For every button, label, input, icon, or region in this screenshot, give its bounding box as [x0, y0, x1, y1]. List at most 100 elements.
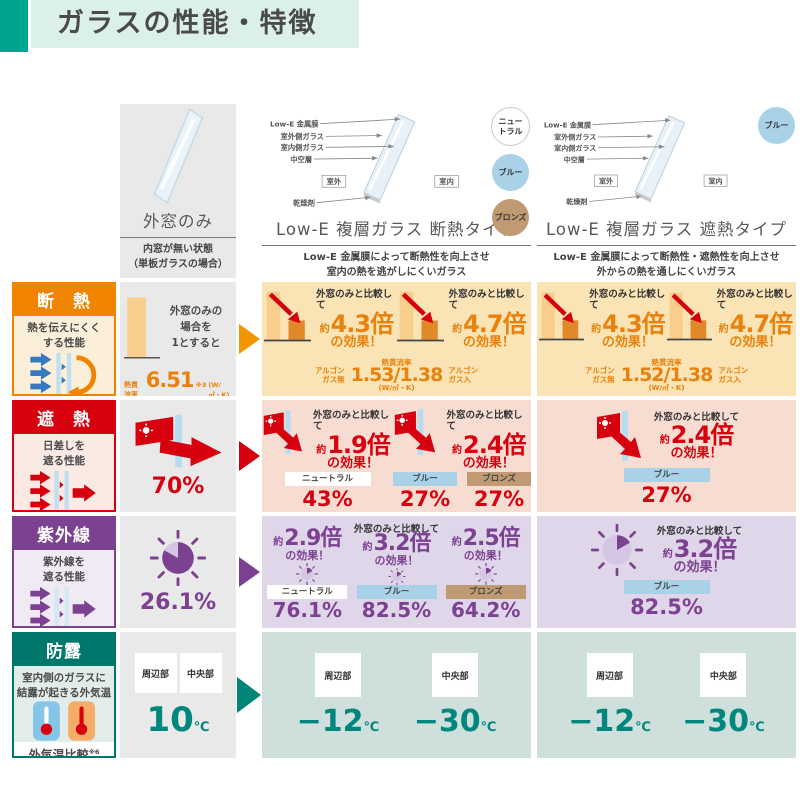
arrow-right-icon	[238, 441, 260, 471]
glazing-diagram: Low-E 金属膜 室外側ガラス 室内側ガラス 中空層 乾燥剤 室外 室内	[262, 104, 531, 216]
u-value: 熱貫流率 6.51 ※3 (W/㎡・K)	[124, 368, 230, 396]
cell-insulation-lowe-shanetsu: 外窓のみと比較して 約 4.3倍 の効果！ 外窓のみと比較して 約 4.7倍 の効果…	[537, 282, 796, 396]
glass-color-badge: ニュートラル	[284, 471, 371, 486]
bar-drop-chart-icon	[539, 292, 585, 341]
svg-text:乾燥剤: 乾燥剤	[566, 197, 587, 206]
row-arrow	[236, 282, 262, 396]
cell-dew-lowe-shanetsu: 周辺部 −12 ℃ 中央部 −30 ℃	[537, 632, 796, 758]
cell-uv-outer: 26.1%	[120, 516, 236, 628]
cell-uv-lowe-shanetsu: 外窓のみと比較して 約 3.2倍 の効果！ ブルー 82.5%	[537, 516, 796, 628]
uv-arrows-icon	[14, 584, 114, 626]
svg-text:中空層: 中空層	[564, 155, 585, 164]
pct-value: 27%	[641, 483, 692, 508]
sun-deflect-icon	[394, 409, 436, 456]
column-name: Low-E 複層ガラス 遮熱タイプ	[545, 220, 788, 239]
cell-heatshield-lowe-shanetsu: 外窓のみと比較して 約 2.4倍 の効果！ ブルー 27%	[537, 400, 796, 512]
bar-drop-chart-icon	[666, 292, 712, 341]
page-title: ガラスの性能・特徴	[31, 0, 360, 48]
u-value: アルゴン ガス無 熱貫流率 1.52/1.38 (W/㎡・K) アルゴン ガス入	[584, 357, 749, 392]
effect-block: 外窓のみと比較して 約 2.4倍 の効果！ ブルー 27% ブロンズ 27%	[393, 408, 531, 511]
legend-blue: ブルー	[758, 107, 795, 144]
column-desc: Low-E 金属膜によって断熱性・遮熱性を向上させ 外からの熱を通しにくいガラス	[553, 252, 780, 278]
pct-value: 27%	[399, 486, 451, 511]
divider	[262, 245, 531, 246]
row-title: 断 熱	[14, 284, 114, 316]
cell-heatshield-lowe-dannetsu: 外窓のみと比較して 約 1.9倍 の効果！ ニュートラル 43%	[262, 400, 531, 512]
column-desc: 内窓が無い状態 （単板ガラスの場合）	[128, 244, 228, 270]
uv-pie-sun-icon	[474, 562, 497, 585]
row-metric: 外気温比較※6	[14, 742, 114, 756]
position-badge: 中央部	[700, 653, 747, 697]
uv-pie-sun-icon	[296, 562, 319, 585]
uv-pie-sun-icon	[590, 524, 643, 577]
column-header-outer-window: 外窓のみ 内窓が無い状態 （単板ガラスの場合）	[120, 104, 236, 278]
divider	[120, 237, 236, 238]
baseline-note: 外窓のみの 場合を 1とすると	[169, 305, 223, 349]
position-badge: 中央部	[179, 653, 222, 693]
uv-pie-sun-icon	[150, 529, 206, 586]
svg-text:室内: 室内	[439, 177, 454, 186]
column-header-lowe-insulation: Low-E 金属膜 室外側ガラス 室内側ガラス 中空層 乾燥剤 室外 室内 ニュ…	[262, 104, 531, 278]
svg-text:乾燥剤: 乾燥剤	[293, 198, 315, 207]
temperature-value: −30 ℃	[413, 704, 497, 739]
divider	[537, 245, 796, 246]
double-glazing-diagram: Low-E 金属膜 室外側ガラス 室内側ガラス 中空層 乾燥剤 室外 室内	[544, 115, 728, 206]
row-arrow	[236, 516, 262, 628]
effect-block: 外窓のみと比較して 約 4.7倍 の効果！	[666, 287, 795, 351]
effect-block: 約 2.5倍 の効果！ ブロンズ 64.2%	[445, 521, 526, 622]
bar-drop-chart-icon	[396, 291, 444, 342]
temp-block: 周辺部 −12 ℃	[296, 653, 380, 739]
pct-value: 27%	[473, 486, 525, 511]
glass-color-badge: ブロンズ	[467, 471, 531, 486]
position-badge: 周辺部	[134, 653, 177, 693]
legend-blue: ブルー	[492, 154, 529, 191]
cell-heatshield-outer: 70%	[120, 400, 236, 512]
cell-insulation-outer: 外窓のみの 場合を 1とすると 熱貫流率 6.51 ※3 (W/㎡・K)	[120, 282, 236, 396]
row-label-dew: 防露 室内側のガラスに 結露が起きる外気温 外気温比較※6	[12, 632, 116, 758]
svg-text:室内: 室内	[708, 176, 722, 185]
row-arrow	[236, 400, 262, 512]
row-label-heatshield: 遮 熱 日差しを 遮る性能 日射熱取得率※4	[12, 400, 116, 512]
uv-cut-value: 26.1%	[139, 589, 217, 615]
row-title: 紫外線	[14, 518, 114, 550]
temperature-value: −12 ℃	[568, 704, 651, 739]
glass-color-badge: ブルー	[356, 584, 437, 599]
svg-text:室外側ガラス: 室外側ガラス	[281, 132, 324, 141]
svg-text:室内側ガラス: 室内側ガラス	[281, 143, 324, 152]
sun-deflect-icon	[596, 411, 641, 461]
svg-text:Low-E 金属膜: Low-E 金属膜	[270, 119, 319, 128]
bar-drop-chart-icon	[264, 291, 312, 342]
svg-text:室内側ガラス: 室内側ガラス	[554, 143, 596, 152]
uv-pie-sun-icon	[387, 567, 406, 585]
temp-block: 周辺部 −12 ℃	[568, 653, 651, 737]
position-badge: 周辺部	[314, 653, 361, 697]
glass-color-badge: ブルー	[393, 471, 457, 486]
pct-value: 76.1%	[272, 598, 342, 622]
heat-arrows-icon	[14, 468, 114, 510]
thermometers-icon	[14, 700, 114, 742]
effect-block: 外窓のみと比較して 約 1.9倍 の効果！ ニュートラル 43%	[262, 408, 393, 511]
cell-dew-lowe-dannetsu: 周辺部 −12 ℃ 中央部 −30 ℃	[262, 632, 531, 758]
glass-color-badge: ブロンズ	[445, 584, 526, 599]
svg-text:室外側ガラス: 室外側ガラス	[554, 133, 596, 142]
column-name: Low-E 複層ガラス 断熱タイプ	[275, 220, 518, 239]
effect-block: 外窓のみと比較して 約 4.7倍 の効果！	[396, 287, 530, 351]
temp-block: 中央部 −30 ℃	[682, 653, 765, 737]
color-legend: ブルー	[758, 107, 795, 144]
temperature-value: −12 ℃	[296, 704, 380, 739]
effect-block: 外窓のみと比較して 約 4.3倍 の効果！	[264, 287, 397, 351]
single-glass-illustration	[120, 104, 236, 208]
arrow-right-icon	[238, 557, 260, 587]
pct-value: 43%	[302, 486, 353, 511]
u-value: アルゴン ガス無 熱貫流率 1.53/1.38 (W/㎡・K) アルゴン ガス入	[314, 357, 479, 392]
arrow-right-icon	[237, 677, 261, 713]
effect-block: 約 2.9倍 の効果！ ニュートラル 76.1%	[267, 521, 348, 622]
row-arrow	[236, 632, 262, 758]
effect-block: 外窓のみと比較して 約 4.3倍 の効果！	[539, 287, 667, 351]
baseline-bar-icon	[124, 297, 160, 359]
svg-text:中空層: 中空層	[290, 155, 312, 164]
position-badge: 周辺部	[586, 653, 633, 697]
cell-dew-outer: 周辺部 中央部 10 ℃	[120, 632, 236, 758]
temp-block: 中央部 −30 ℃	[413, 653, 497, 739]
